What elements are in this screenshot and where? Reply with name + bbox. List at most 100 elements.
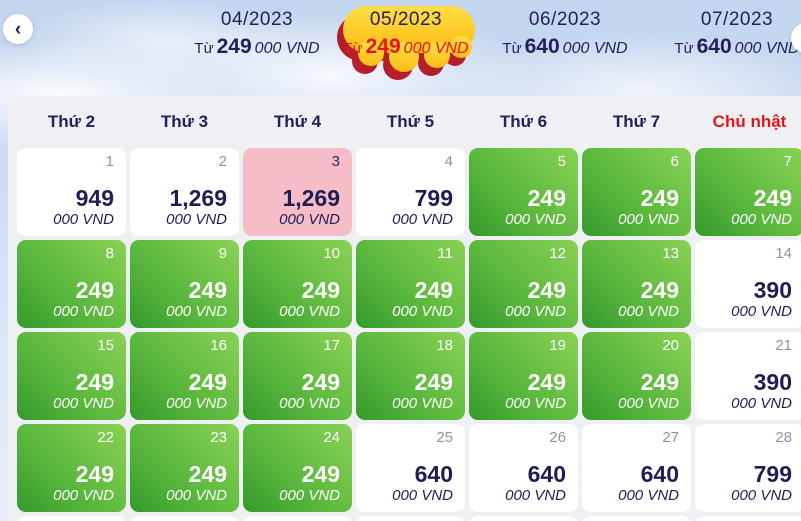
month-tab-07-2023[interactable]: 07/2023 Từ 640 000 VND: [674, 9, 799, 59]
day-number: 9: [218, 245, 227, 262]
prev-month-button[interactable]: ‹: [3, 14, 33, 44]
day-number: 26: [549, 429, 566, 446]
day-price: 249 000 VND: [505, 370, 566, 413]
day-number: 2: [218, 153, 227, 170]
month-label: 04/2023: [220, 9, 294, 30]
day-number: 11: [437, 245, 453, 262]
day-price: 249 000 VND: [53, 462, 114, 505]
day-cell-23[interactable]: 23 249 000 VND: [130, 424, 239, 512]
day-cell-13[interactable]: 13 249 000 VND: [582, 240, 691, 328]
day-cell-12[interactable]: 12 249 000 VND: [469, 240, 578, 328]
day-cell-14[interactable]: 14 390 000 VND: [695, 240, 801, 328]
month-from-price: Từ 249 000 VND: [194, 35, 319, 59]
day-number: 28: [775, 429, 792, 446]
day-cell-1[interactable]: 1 949 000 VND: [17, 148, 126, 236]
price-suffix: 000 VND: [618, 303, 679, 320]
price-value: 249: [640, 184, 679, 211]
price-value: 249: [188, 276, 227, 303]
day-cell-7[interactable]: 7 249 000 VND: [695, 148, 801, 236]
day-cell-22[interactable]: 22 249 000 VND: [17, 424, 126, 512]
day-number: 23: [210, 429, 227, 446]
day-cell-11[interactable]: 11 249 000 VND: [356, 240, 465, 328]
price-value: 249: [640, 368, 679, 395]
day-cell-8[interactable]: 8 249 000 VND: [17, 240, 126, 328]
weekday-header-row: Thứ 2 Thứ 3 Thứ 4 Thứ 5 Thứ 6 Thứ 7 Chủ nhật: [8, 96, 801, 148]
price-suffix: 000 VND: [392, 395, 453, 412]
price-value: 249: [640, 276, 679, 303]
price-suffix: 000 VND: [618, 395, 679, 412]
weekday-header: Thứ 4: [273, 112, 322, 131]
month-tab-06-2023[interactable]: 06/2023 Từ 640 000 VND: [502, 9, 627, 59]
day-price: 1,269 000 VND: [166, 186, 227, 229]
price-suffix: 000 VND: [392, 487, 453, 504]
day-number: 13: [662, 245, 679, 262]
price-value: 1,269: [169, 184, 227, 211]
day-cell-15[interactable]: 15 249 000 VND: [17, 332, 126, 420]
day-cell-5[interactable]: 5 249 000 VND: [469, 148, 578, 236]
weekday-header: Thứ 2: [47, 112, 96, 131]
day-price: 249 000 VND: [53, 278, 114, 321]
price-value: 390: [753, 276, 792, 303]
day-cell-28[interactable]: 28 799 000 VND: [695, 424, 801, 512]
month-tab-04-2023[interactable]: 04/2023 Từ 249 000 VND: [194, 9, 319, 59]
month-tab-05-2023[interactable]: 05/2023 Từ 249 000 VND: [343, 9, 468, 59]
day-number: 5: [557, 153, 566, 170]
price-suffix: 000 VND: [734, 40, 800, 57]
price-suffix: 000 VND: [166, 487, 227, 504]
day-cell-17[interactable]: 17 249 000 VND: [243, 332, 352, 420]
day-cell-cutoff: [243, 516, 352, 521]
price-value: 249: [75, 368, 114, 395]
price-value: 640: [696, 35, 732, 58]
day-cell-4[interactable]: 4 799 000 VND: [356, 148, 465, 236]
price-value: 249: [527, 184, 566, 211]
day-cell-6[interactable]: 6 249 000 VND: [582, 148, 691, 236]
day-price: 249 000 VND: [279, 278, 340, 321]
day-price: 249 000 VND: [731, 186, 792, 229]
day-cell-26[interactable]: 26 640 000 VND: [469, 424, 578, 512]
day-cell-18[interactable]: 18 249 000 VND: [356, 332, 465, 420]
day-price: 640 000 VND: [392, 462, 453, 505]
from-label: Từ: [502, 40, 522, 57]
day-cell-cutoff: [356, 516, 465, 521]
day-cell-24[interactable]: 24 249 000 VND: [243, 424, 352, 512]
from-label: Từ: [194, 40, 214, 57]
next-month-button[interactable]: ›: [791, 23, 801, 53]
day-number: 15: [97, 337, 114, 354]
day-number: 10: [323, 245, 340, 262]
day-cell-16[interactable]: 16 249 000 VND: [130, 332, 239, 420]
day-number: 18: [436, 337, 453, 354]
day-cell-3[interactable]: 3 1,269 000 VND: [243, 148, 352, 236]
day-cell-9[interactable]: 9 249 000 VND: [130, 240, 239, 328]
price-value: 799: [414, 184, 453, 211]
price-value: 249: [301, 368, 340, 395]
from-label: Từ: [674, 40, 694, 57]
price-suffix: 000 VND: [53, 211, 114, 228]
price-suffix: 000 VND: [166, 395, 227, 412]
price-suffix: 000 VND: [618, 211, 679, 228]
day-price: 249 000 VND: [166, 462, 227, 505]
price-value: 249: [216, 35, 252, 58]
day-price: 249 000 VND: [618, 370, 679, 413]
price-value: 1,269: [282, 184, 340, 211]
price-suffix: 000 VND: [166, 211, 227, 228]
day-price: 249 000 VND: [166, 370, 227, 413]
price-value: 249: [75, 276, 114, 303]
price-calendar: Thứ 2 Thứ 3 Thứ 4 Thứ 5 Thứ 6 Thứ 7 Chủ nhật 1…: [8, 96, 801, 521]
day-price: 249 000 VND: [618, 278, 679, 321]
day-price: 249 000 VND: [166, 278, 227, 321]
day-cell-27[interactable]: 27 640 000 VND: [582, 424, 691, 512]
price-suffix: 000 VND: [731, 395, 792, 412]
day-price: 249 000 VND: [392, 278, 453, 321]
day-cell-2[interactable]: 2 1,269 000 VND: [130, 148, 239, 236]
day-cell-10[interactable]: 10 249 000 VND: [243, 240, 352, 328]
day-cell-25[interactable]: 25 640 000 VND: [356, 424, 465, 512]
price-suffix: 000 VND: [505, 395, 566, 412]
day-cell-19[interactable]: 19 249 000 VND: [469, 332, 578, 420]
month-label: 05/2023: [369, 9, 443, 30]
day-cell-21[interactable]: 21 390 000 VND: [695, 332, 801, 420]
price-suffix: 000 VND: [53, 395, 114, 412]
day-number: 25: [436, 429, 453, 446]
price-value: 799: [753, 460, 792, 487]
price-suffix: 000 VND: [166, 303, 227, 320]
day-cell-20[interactable]: 20 249 000 VND: [582, 332, 691, 420]
